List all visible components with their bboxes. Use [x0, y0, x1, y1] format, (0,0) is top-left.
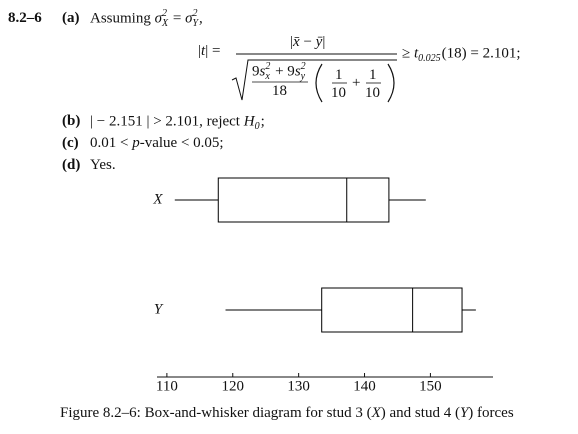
- text-run: X: [162, 18, 169, 29]
- text-run: σ: [185, 10, 193, 27]
- radical: [231, 59, 397, 101]
- text-run: |: [290, 34, 294, 50]
- term-num: 1: [335, 67, 343, 83]
- text-run: 0.01 <: [90, 135, 133, 151]
- text-run: 0: [255, 112, 260, 132]
- text-run: ≥: [402, 45, 414, 62]
- text-run: 0: [254, 121, 260, 132]
- inner-numerator: 9s 2 x + 9s 2 y: [252, 62, 307, 82]
- part-text: | − 2.151 | > 2.101, reject H 0;: [90, 112, 265, 132]
- text-run: ) forces: [468, 405, 514, 421]
- text-run: | =: [205, 43, 221, 59]
- text-run: x: [265, 71, 270, 82]
- x-tick-label: 150: [419, 378, 442, 394]
- x-tick-label: 110: [156, 378, 178, 394]
- series-label: X: [152, 191, 163, 207]
- text-run: 2: [265, 61, 271, 72]
- text-run: ,: [199, 10, 203, 27]
- text-run: |: [322, 34, 326, 50]
- formula-numerator: |x̄ − ȳ|: [290, 33, 325, 51]
- text-run: Assuming: [90, 10, 155, 27]
- part-label: (a): [62, 10, 80, 26]
- paren: [315, 63, 323, 103]
- text-run: |: [198, 43, 202, 59]
- text-run: -value < 0.05;: [139, 135, 224, 151]
- text-run: + 9: [271, 63, 295, 80]
- part-label: (b): [62, 113, 81, 129]
- caption: Figure 8.2–6: Box-and-whisker diagram fo…: [60, 404, 514, 422]
- text-run: | − 2.151 | > 2.101, reject: [90, 113, 244, 130]
- text-run: Y: [459, 405, 469, 421]
- box: [217, 177, 390, 223]
- x-tick-label: 120: [222, 378, 245, 394]
- term-den: 10: [365, 85, 380, 101]
- problem-number: 8.2–6: [8, 10, 42, 26]
- text-run: 2: [300, 61, 306, 72]
- text-run: ;: [260, 113, 265, 130]
- x-tick-label: 130: [287, 378, 310, 394]
- text-run: σ: [154, 10, 162, 27]
- term-num: 1: [369, 67, 377, 83]
- text-run: Y: [192, 18, 199, 29]
- text-run: −: [299, 34, 316, 50]
- text-run: t: [201, 43, 206, 59]
- box: [321, 287, 463, 333]
- term-den: 10: [331, 85, 346, 101]
- text-run: =: [169, 10, 186, 27]
- paren: [387, 63, 395, 103]
- text-run: 0.025: [418, 53, 441, 64]
- text-run: H: [243, 113, 255, 130]
- text-run: (18) = 2.101;: [441, 45, 521, 62]
- text-run: s: [259, 63, 266, 80]
- text-run: ȳ: [315, 34, 323, 50]
- text-run: X: [371, 405, 381, 421]
- formula-lhs: |t| =: [198, 42, 220, 60]
- text-run: t: [413, 45, 419, 62]
- text-run: s: [294, 63, 301, 80]
- part-text: Yes.: [90, 156, 116, 174]
- text-run: Yes.: [90, 157, 116, 173]
- x-tick-label: 140: [353, 378, 376, 394]
- plus: +: [352, 75, 361, 91]
- inner-denominator: 18: [272, 83, 287, 99]
- part-text: 0.01 < p-value < 0.05;: [90, 134, 224, 152]
- text-run: Figure 8.2–6: Box-and-whisker diagram fo…: [60, 405, 372, 421]
- text-run: 0.025: [418, 44, 441, 64]
- part-label: (d): [62, 157, 81, 173]
- text-run: ) and stud 4 (: [380, 405, 460, 421]
- text-run: 2: [192, 8, 198, 19]
- text-run: p: [132, 135, 140, 151]
- text-run: 2: [162, 8, 167, 19]
- formula-rhs: ≥ t 0.025 (18) = 2.101;: [402, 44, 521, 64]
- text-run: 9: [252, 63, 260, 80]
- text-run: y: [300, 71, 306, 82]
- series-label: Y: [154, 301, 164, 317]
- part-label: (c): [62, 135, 79, 151]
- text-run: x̄: [293, 34, 300, 50]
